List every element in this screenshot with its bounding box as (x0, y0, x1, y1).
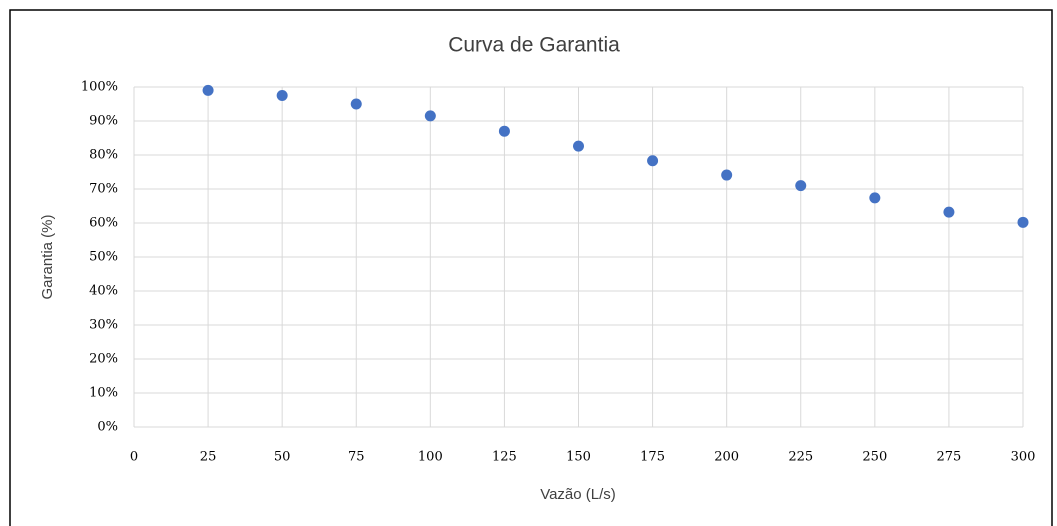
point (498, 125, 510, 137)
x-tick-label: 50 (274, 450, 291, 465)
y-tick-label: 20% (89, 352, 118, 367)
x-tick-label: 200 (714, 450, 739, 465)
x-tick-label: 175 (640, 450, 665, 465)
point (424, 110, 436, 122)
y-tick-label: 30% (89, 318, 118, 333)
x-tick-label: 225 (788, 450, 813, 465)
point (1017, 216, 1029, 228)
x-tick-label: 25 (200, 450, 217, 465)
x-tick-label: 125 (492, 450, 517, 465)
point (869, 192, 881, 204)
y-tick-label: 70% (89, 182, 118, 197)
y-tick-label: 0% (97, 420, 118, 435)
x-tick-label: 250 (862, 450, 887, 465)
point (943, 206, 955, 218)
y-tick-label: 10% (89, 386, 118, 401)
x-tick-label: 150 (566, 450, 591, 465)
x-tick-label: 275 (937, 450, 962, 465)
point (795, 180, 807, 192)
y-tick-label: 90% (89, 114, 118, 129)
point (647, 155, 659, 167)
y-tick-label: 100% (81, 80, 118, 95)
point (721, 169, 733, 181)
chart-frame (9, 9, 1053, 526)
point (350, 98, 362, 110)
point (573, 140, 584, 152)
y-tick-label: 80% (89, 148, 118, 163)
x-tick-label: 75 (348, 450, 365, 465)
y-tick-label: 40% (89, 284, 118, 299)
y-axis-label: Garantia (%) (39, 214, 56, 299)
x-axis-label: Vazão (L/s) (540, 486, 616, 503)
x-tick-label: 0 (130, 450, 138, 465)
point (276, 90, 288, 101)
y-tick-label: 50% (89, 250, 118, 265)
y-tick-label: 60% (89, 216, 118, 231)
x-tick-label: 300 (1011, 450, 1036, 465)
point (202, 84, 214, 96)
chart-title: Curva de Garantia (448, 34, 620, 57)
x-tick-label: 100 (418, 450, 443, 465)
